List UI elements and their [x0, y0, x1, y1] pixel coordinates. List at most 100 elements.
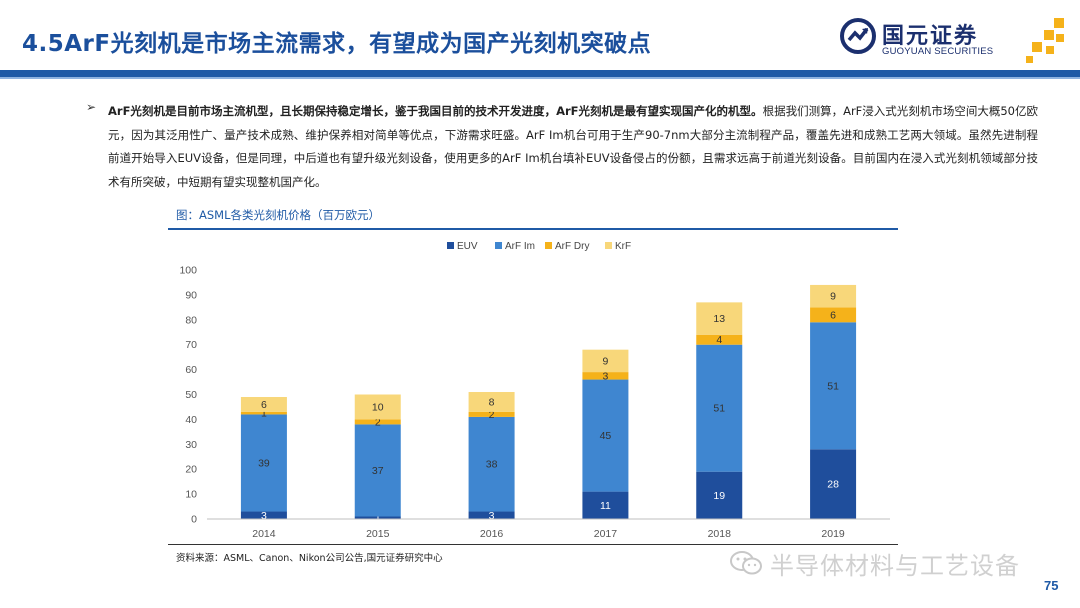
header: 4.5ArF光刻机是市场主流需求，有望成为国产光刻机突破点 国元证券 GUOYU…: [0, 0, 1080, 79]
x-tick-label: 2016: [480, 528, 504, 540]
chart-caption: 图：ASML各类光刻机价格（百万欧元）: [176, 208, 380, 222]
x-tick-label: 2014: [252, 528, 276, 540]
bar-segment-arf-im: [354, 424, 401, 517]
data-label: 13: [713, 313, 725, 325]
data-label: 28: [827, 479, 839, 491]
chart-legend: EUV ArF Im ArF Dry KrF: [447, 241, 631, 252]
y-tick-label: 60: [185, 364, 197, 376]
data-label: 51: [713, 403, 725, 415]
data-label: 51: [827, 380, 839, 392]
y-tick-label: 20: [185, 464, 197, 476]
legend-item-arf-dry: ArF Dry: [545, 241, 589, 252]
data-label: 1: [261, 408, 267, 420]
source-rule: [168, 544, 898, 545]
bar-group-2016: 3 38 28: [468, 392, 515, 522]
x-tick-label: 2015: [366, 528, 390, 540]
source-note: 资料来源：ASML、Canon、Nikon公司公告,国元证券研究中心: [176, 553, 443, 564]
bar-segment-arf-im: [696, 344, 743, 472]
bar-segment-arf-im: [582, 379, 629, 492]
y-tick-label: 10: [185, 489, 197, 501]
bar-segment-krf: [810, 284, 857, 308]
caption-rule: [168, 228, 898, 230]
data-label: 37: [372, 465, 384, 477]
y-tick-label: 50: [185, 389, 197, 401]
bar-segment-arf-im: [468, 416, 515, 512]
header-rule: [0, 70, 1080, 77]
x-tick-label: 2018: [708, 528, 732, 540]
y-tick-label: 70: [185, 339, 197, 351]
bar-segment-arf-dry: [582, 372, 629, 380]
wechat-icon: [730, 551, 762, 575]
legend-swatch: [545, 242, 552, 249]
legend-swatch: [605, 242, 612, 249]
bullet-lead: ArF光刻机是目前市场主流机型，且长期保持稳定增长，鉴于我国目前的技术开发进度，: [108, 104, 557, 118]
data-label: 11: [600, 500, 611, 512]
page-number: 75: [1044, 578, 1059, 593]
bar-segment-euv: [240, 511, 287, 519]
legend-swatch: [495, 242, 502, 249]
y-tick-label: 100: [179, 265, 197, 277]
data-label: 39: [258, 457, 270, 469]
x-axis: 2014 2015 2016 2017 2018 2019: [207, 518, 890, 540]
bar-segment-krf: [582, 349, 629, 373]
y-tick-label: 0: [191, 514, 197, 526]
x-tick-label: 2017: [594, 528, 618, 540]
data-label: 3: [489, 510, 495, 522]
data-label: 1: [375, 512, 381, 524]
y-tick-label: 80: [185, 314, 197, 326]
bar-segment-arf-dry: [354, 419, 401, 425]
bullet-bold: ArF光刻机是最有望实现国产化的机型。: [556, 104, 763, 118]
legend-label: KrF: [615, 241, 631, 252]
y-axis: 0 10 20 30 40 50 60 70 80 90 100: [179, 265, 197, 526]
bar-segment-arf-dry: [240, 411, 287, 415]
legend-label: EUV: [457, 241, 478, 252]
arrow-bullet-icon: ➢: [86, 100, 97, 114]
header-rule-thin: [0, 77, 1080, 79]
legend-label: ArF Im: [505, 241, 535, 252]
bar-segment-arf-im: [240, 414, 287, 512]
data-label: 8: [489, 396, 495, 408]
data-label: 3: [261, 510, 267, 522]
bar-segment-arf-im: [810, 322, 857, 450]
y-tick-label: 30: [185, 439, 197, 451]
bar-segment-krf: [468, 392, 515, 412]
bar-segment-krf: [696, 302, 743, 335]
bar-group-2019: 28 51 6 9: [810, 284, 857, 519]
y-tick-label: 90: [185, 289, 197, 301]
data-label: 9: [830, 291, 836, 303]
data-label: 4: [716, 334, 722, 346]
bar-segment-arf-dry: [696, 334, 743, 345]
data-label: 2: [375, 416, 381, 428]
bar-group-2017: 11 45 3 9: [582, 349, 629, 519]
page-title: 4.5ArF光刻机是市场主流需求，有望成为国产光刻机突破点: [22, 31, 652, 57]
data-label: 3: [602, 370, 608, 382]
data-label: 6: [830, 309, 836, 321]
bar-segment-euv: [582, 491, 629, 519]
watermark: 半导体材料与工艺设备: [730, 544, 1060, 580]
bullet-rest: 根据我们测算，ArF浸入式光刻机市场空间大概50亿欧元，因为其泛用性广、量产技术…: [108, 104, 1038, 189]
watermark-text: 半导体材料与工艺设备: [770, 552, 1020, 580]
y-tick-label: 40: [185, 414, 197, 426]
data-label: 2: [489, 409, 495, 421]
bar-group-2018: 19 51 4 13: [696, 302, 743, 519]
data-label: 9: [602, 355, 608, 367]
legend-item-arf-im: ArF Im: [495, 241, 535, 252]
bar-segment-euv: [810, 449, 857, 519]
bar-segment-euv: [354, 516, 401, 519]
data-label: 45: [600, 430, 612, 442]
bar-group-2014: 3 39 16: [240, 396, 287, 522]
bar-segment-euv: [468, 511, 515, 519]
data-label: 19: [713, 490, 725, 502]
bar-segment-arf-dry: [468, 411, 515, 417]
bar-segment-arf-dry: [810, 307, 857, 323]
bullet-text: ArF光刻机是目前市场主流机型，且长期保持稳定增长，鉴于我国目前的技术开发进度，…: [108, 100, 1038, 194]
bar-group-2015: 1 37 2 10: [354, 394, 401, 524]
legend-item-euv: EUV: [447, 241, 478, 252]
data-label: 6: [261, 399, 267, 411]
logo-squares-icon: [1026, 18, 1064, 63]
logo-cn-text: 国元证券: [882, 24, 979, 49]
x-tick-label: 2019: [821, 528, 845, 540]
data-label: 38: [486, 459, 498, 471]
legend-item-krf: KrF: [605, 241, 631, 252]
company-logo: 国元证券 GUOYUAN SECURITIES: [836, 12, 1070, 64]
